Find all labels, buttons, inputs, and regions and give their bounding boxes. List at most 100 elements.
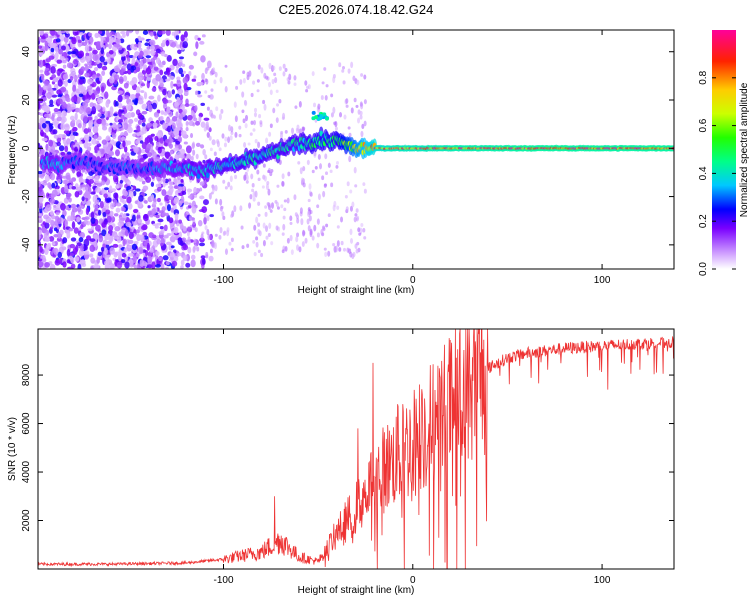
spectrogram-noise-cell <box>316 204 320 209</box>
spectrogram-noise-cell <box>136 125 141 133</box>
spectrogram-noise-cell <box>84 63 88 67</box>
spectrogram-noise-cell <box>275 117 279 124</box>
spectrogram-noise-cell <box>132 255 138 263</box>
spectrogram-noise-cell <box>115 101 119 107</box>
spectrogram-noise-cell <box>72 58 79 65</box>
spectrogram-noise-cell <box>56 116 63 122</box>
spectrogram-noise-cell <box>195 188 199 193</box>
spectrogram-noise-cell <box>332 76 336 84</box>
spectrogram-noise-cell <box>140 149 146 154</box>
spectrogram-noise-cell <box>162 98 169 104</box>
spectrogram-noise-cell <box>162 177 166 183</box>
spectrogram-noise-cell <box>149 45 155 51</box>
spectrogram-noise-cell <box>80 66 86 72</box>
spectrogram-noise-cell <box>327 213 331 218</box>
spectrogram-noise-cell <box>91 176 95 180</box>
spectrogram-noise-cell <box>300 218 304 226</box>
spectrogram-noise-cell <box>214 71 218 78</box>
spectrogram-noise-cell <box>123 247 128 253</box>
spectrogram-noise-cell <box>153 197 157 203</box>
spectrogram-noise-cell <box>42 84 48 91</box>
spectrogram-noise-cell <box>265 137 269 144</box>
spectrogram-noise-cell <box>221 211 225 217</box>
spectrogram-noise-cell <box>253 112 257 118</box>
spectrogram-noise-cell <box>247 142 251 146</box>
spectrogram-noise-cell <box>177 186 184 191</box>
spectrogram-noise-cell <box>44 237 51 242</box>
spectrogram-noise-cell <box>316 242 320 249</box>
spectrogram-noise-cell <box>213 115 217 119</box>
spectrogram-noise-cell <box>64 187 69 194</box>
spectrogram-noise-cell <box>97 113 102 118</box>
spectrogram-noise-cell <box>49 264 56 269</box>
spectrogram-noise-cell <box>83 141 89 149</box>
spectrogram-noise-cell <box>152 201 157 205</box>
spectrogram-noise-cell <box>194 105 198 112</box>
spectrogram-noise-cell <box>84 98 90 104</box>
spectrogram-noise-cell <box>44 67 50 71</box>
spectrogram-noise-cell <box>72 131 78 136</box>
spectrogram-noise-cell <box>191 78 197 82</box>
spectrogram-noise-cell <box>283 207 287 212</box>
spectrogram-noise-cell <box>66 138 71 145</box>
spectrogram-noise-cell <box>109 202 115 210</box>
spectrogram-noise-cell <box>165 78 171 82</box>
spectrogram-noise-cell <box>233 205 237 213</box>
spectrogram-noise-cell <box>56 141 61 147</box>
spectrogram-noise-cell <box>195 153 199 160</box>
spectrogram-noise-cell <box>252 80 256 85</box>
spectrogram-noise-cell <box>84 216 90 221</box>
spectrogram-noise-cell <box>302 182 306 188</box>
spectrogram-noise-cell <box>204 90 208 94</box>
spectrogram-noise-cell <box>185 98 189 105</box>
spectrogram-noise-cell <box>349 228 353 236</box>
spectrogram-noise-cell <box>262 240 266 247</box>
spectrogram-noise-cell <box>61 110 67 119</box>
spectrogram-noise-cell <box>267 202 271 207</box>
spectrogram-noise-cell <box>62 59 67 64</box>
spectrogram-noise-cell <box>219 198 223 206</box>
spectrogram-noise-cell <box>146 80 150 89</box>
spectrogram-noise-cell <box>62 64 67 69</box>
spectrogram-noise-cell <box>101 106 106 112</box>
spectrogram-noise-cell <box>170 207 174 213</box>
spectrogram-noise-cell <box>350 61 354 69</box>
spectrogram-noise-cell <box>208 192 212 200</box>
spectrogram-noise-cell <box>120 198 124 203</box>
spectrogram-noise-cell <box>206 228 210 236</box>
spectrogram-noise-cell <box>185 262 191 268</box>
spectrogram-noise-cell <box>302 166 306 172</box>
spectrogram-noise-cell <box>267 169 271 174</box>
spectrogram-noise-cell <box>84 72 90 78</box>
spectrogram-noise-cell <box>163 142 168 147</box>
spectrogram-noise-cell <box>146 135 153 139</box>
spectrogram-noise-cell <box>205 78 209 85</box>
spectrogram-noise-cell <box>281 173 285 180</box>
spectrogram-noise-cell <box>144 42 150 47</box>
spectrogram-noise-cell <box>240 225 244 230</box>
spectrogram-noise-cell <box>133 146 139 154</box>
spectrogram-noise-cell <box>106 215 112 223</box>
spectrogram-noise-cell <box>53 108 59 113</box>
spectrogram-noise-cell <box>190 119 194 125</box>
spectrogram-noise-cell <box>110 112 114 117</box>
spectrogram-noise-cell <box>250 120 254 125</box>
spectrogram-noise-cell <box>84 65 89 72</box>
spectrogram-noise-cell <box>80 224 84 230</box>
spectrogram-noise-cell <box>127 126 133 134</box>
spectrogram-noise-cell <box>122 107 128 115</box>
spectrogram-noise-cell <box>117 254 122 262</box>
spectrogram-noise-cell <box>171 89 176 95</box>
spectrogram-noise-cell <box>157 146 162 154</box>
spectrogram-noise-cell <box>49 226 54 230</box>
spectrogram-noise-cell <box>178 144 183 150</box>
spectrogram-noise-cell <box>119 179 124 184</box>
spectrogram-noise-cell <box>192 226 196 231</box>
spectrogram-noise-cell <box>90 191 96 195</box>
spectrogram-noise-cell <box>256 79 260 83</box>
spectrogram-noise-cell <box>124 229 129 237</box>
spectrogram-noise-cell <box>150 181 155 187</box>
spectrogram-noise-cell <box>296 232 300 238</box>
spectrogram-noise-cell <box>105 209 111 215</box>
